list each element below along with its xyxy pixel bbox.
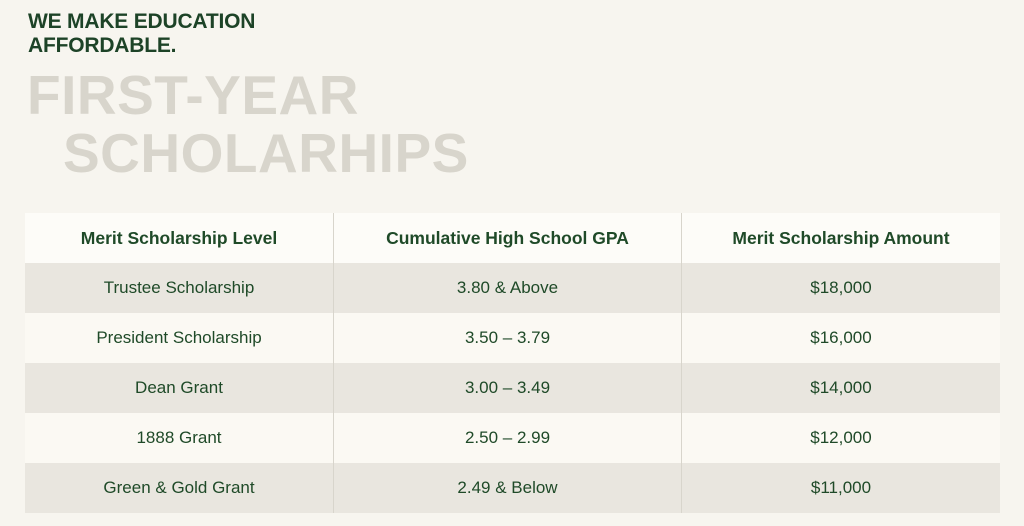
page-title-line-2: SCHOLARHIPS [63, 122, 469, 184]
page-title: FIRST-YEAR SCHOLARHIPS [27, 66, 469, 182]
table-header-row: Merit Scholarship Level Cumulative High … [25, 213, 1000, 263]
cell-gpa-range: 2.50 – 2.99 [333, 413, 681, 463]
eyebrow-line-1: WE MAKE EDUCATION [28, 10, 256, 33]
column-header-gpa: Cumulative High School GPA [333, 213, 681, 263]
page-title-line-1: FIRST-YEAR [27, 64, 359, 126]
table-row: Green & Gold Grant 2.49 & Below $11,000 [25, 463, 1000, 513]
column-header-amount: Merit Scholarship Amount [681, 213, 1000, 263]
cell-amount: $14,000 [681, 363, 1000, 413]
table-row: Trustee Scholarship 3.80 & Above $18,000 [25, 263, 1000, 313]
table-row: Dean Grant 3.00 – 3.49 $14,000 [25, 363, 1000, 413]
cell-scholarship-level: 1888 Grant [136, 428, 222, 447]
cell-gpa-range: 3.00 – 3.49 [333, 363, 681, 413]
eyebrow-heading: WE MAKE EDUCATION AFFORDABLE. [28, 10, 255, 58]
cell-gpa-range: 3.80 & Above [333, 263, 681, 313]
scholarship-table: Merit Scholarship Level Cumulative High … [25, 213, 1000, 513]
cell-scholarship-level: President Scholarship [96, 328, 262, 347]
table-row: 1888 Grant 2.50 – 2.99 $12,000 [25, 413, 1000, 463]
cell-amount: $11,000 [681, 463, 1000, 513]
cell-scholarship-level: Trustee Scholarship [103, 278, 255, 297]
cell-amount: $18,000 [681, 263, 1000, 313]
eyebrow-line-2: AFFORDABLE. [28, 34, 177, 57]
cell-amount: $12,000 [681, 413, 1000, 463]
cell-gpa-range: 3.50 – 3.79 [333, 313, 681, 363]
cell-scholarship-level: Green & Gold Grant [103, 478, 255, 497]
cell-gpa-range: 2.49 & Below [333, 463, 681, 513]
column-header-scholarship-level: Merit Scholarship Level [80, 227, 278, 248]
cell-scholarship-level: Dean Grant [135, 378, 223, 397]
cell-amount: $16,000 [681, 313, 1000, 363]
table-row: President Scholarship 3.50 – 3.79 $16,00… [25, 313, 1000, 363]
